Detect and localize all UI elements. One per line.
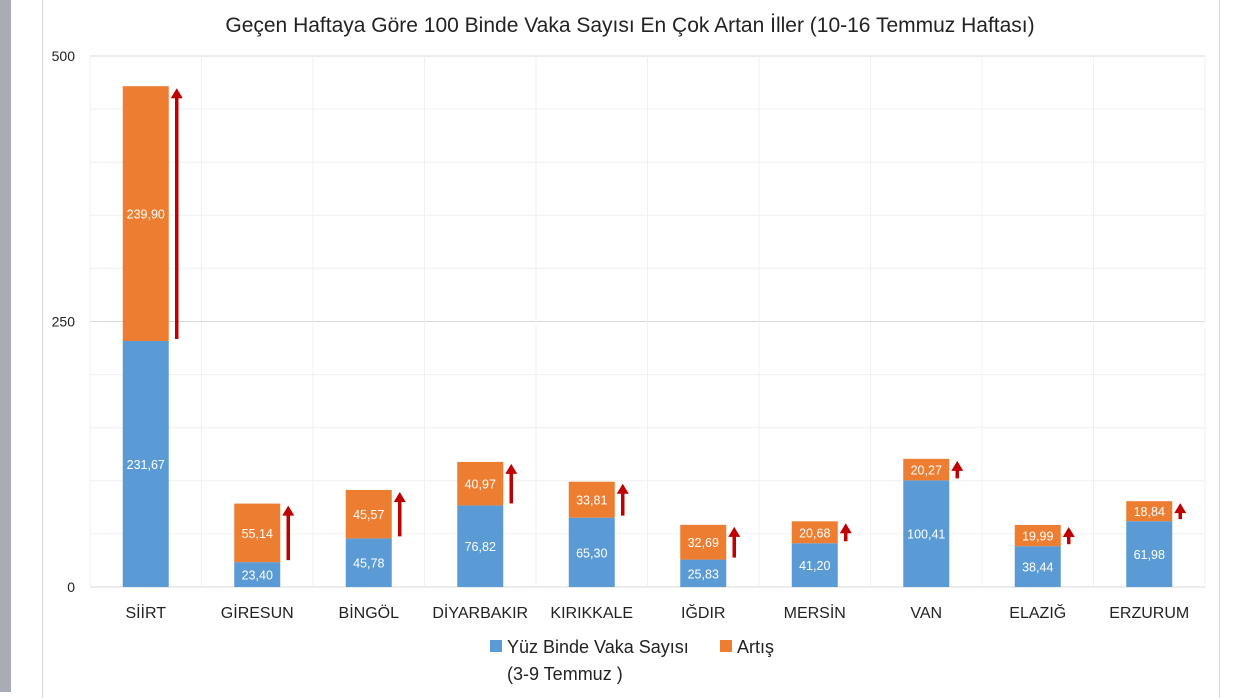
- left-edge-strip: [0, 0, 11, 692]
- gridlines: [89, 55, 1206, 588]
- x-category-label: MERSİN: [784, 603, 846, 622]
- data-label-cases: 45,78: [353, 557, 384, 571]
- legend-swatch-cases: [490, 640, 502, 652]
- data-label-increase: 20,68: [799, 526, 830, 540]
- bar-increase: [234, 503, 281, 563]
- data-label-increase: 20,27: [911, 464, 942, 478]
- x-category-label: ELAZIĞ: [1009, 603, 1066, 622]
- bar-cases: [1126, 521, 1173, 587]
- bar-increase: [680, 524, 727, 560]
- data-label-cases: 38,44: [1022, 561, 1053, 575]
- bar-increase: [122, 86, 169, 341]
- increase-arrow-head-icon: [282, 505, 295, 516]
- x-category-label: IĞDIR: [681, 603, 725, 622]
- increase-arrow-head-icon: [1174, 503, 1187, 514]
- bar-increase: [1126, 501, 1173, 522]
- data-label-cases: 231,67: [127, 458, 165, 472]
- increase-arrow-head-icon: [616, 483, 629, 494]
- increase-arrow-head-icon: [505, 463, 518, 474]
- legend-label-increase: Artış: [737, 637, 774, 657]
- legend-swatch-increase: [720, 640, 732, 652]
- legend-label-cases-period: (3-9 Temmuz ): [507, 664, 623, 684]
- data-label-increase: 55,14: [242, 527, 273, 541]
- bar-cases: [903, 480, 950, 587]
- data-label-cases: 76,82: [465, 540, 496, 554]
- x-category-label: GİRESUN: [221, 603, 294, 622]
- bar-cases: [234, 562, 281, 587]
- bar-cases: [568, 517, 615, 587]
- chart-frame: [42, 0, 1220, 698]
- data-label-cases: 100,41: [907, 528, 945, 542]
- data-label-increase: 40,97: [465, 478, 496, 492]
- data-label-increase: 32,69: [688, 536, 719, 550]
- chart-title: Geçen Haftaya Göre 100 Binde Vaka Sayısı…: [225, 14, 1034, 37]
- bar-increase: [457, 461, 504, 506]
- bar-cases: [680, 559, 727, 587]
- increase-arrow-head-icon: [728, 526, 741, 537]
- increase-arrow-head-icon: [393, 491, 406, 502]
- data-label-cases: 25,83: [688, 567, 719, 581]
- legend: Yüz Binde Vaka Sayısı (3-9 Temmuz ) Artı…: [490, 637, 774, 684]
- bar-increase: [903, 458, 950, 481]
- data-label-increase: 33,81: [576, 494, 607, 508]
- data-label-increase: 19,99: [1022, 530, 1053, 544]
- bars: 231,67 239,90 23,40 55,14 45,78 45,57 76,82 40,…: [122, 86, 1187, 587]
- y-tick-label: 0: [67, 579, 75, 595]
- bar-cases: [1014, 546, 1061, 587]
- x-category-label: KIRIKKALE: [550, 605, 633, 622]
- bar-increase: [1014, 524, 1061, 547]
- data-label-cases: 23,40: [242, 569, 273, 583]
- increase-arrow-head-icon: [170, 88, 183, 99]
- increase-arrow-head-icon: [1062, 526, 1075, 537]
- x-axis-labels: SİİRT GİRESUN BİNGÖL DİYARBAKIR KIRIKKALE IĞD…: [125, 603, 1189, 622]
- bar-increase: [791, 521, 838, 544]
- legend-label-cases: Yüz Binde Vaka Sayısı: [507, 637, 689, 657]
- data-label-increase: 45,57: [353, 508, 384, 522]
- bar-cases: [791, 543, 838, 587]
- data-label-cases: 61,98: [1134, 548, 1165, 562]
- bar-increase: [345, 489, 392, 539]
- bar-cases: [345, 538, 392, 587]
- data-label-increase: 18,84: [1134, 505, 1165, 519]
- y-tick-label: 500: [52, 48, 76, 64]
- x-category-label: BİNGÖL: [339, 603, 400, 622]
- data-label-cases: 41,20: [799, 559, 830, 573]
- x-category-label: DİYARBAKIR: [432, 603, 528, 622]
- x-category-label: VAN: [910, 605, 942, 622]
- bar-cases: [457, 505, 504, 587]
- data-label-increase: 239,90: [127, 208, 165, 222]
- y-axis-ticks: 0 250 500: [52, 48, 76, 595]
- x-category-label: ERZURUM: [1109, 605, 1189, 622]
- increase-arrow-head-icon: [951, 460, 964, 471]
- y-tick-label: 250: [52, 314, 76, 330]
- bar-increase: [568, 481, 615, 518]
- bar-cases: [122, 340, 169, 587]
- x-category-label: SİİRT: [125, 603, 166, 622]
- data-label-cases: 65,30: [576, 546, 607, 560]
- increase-arrow-head-icon: [839, 523, 852, 534]
